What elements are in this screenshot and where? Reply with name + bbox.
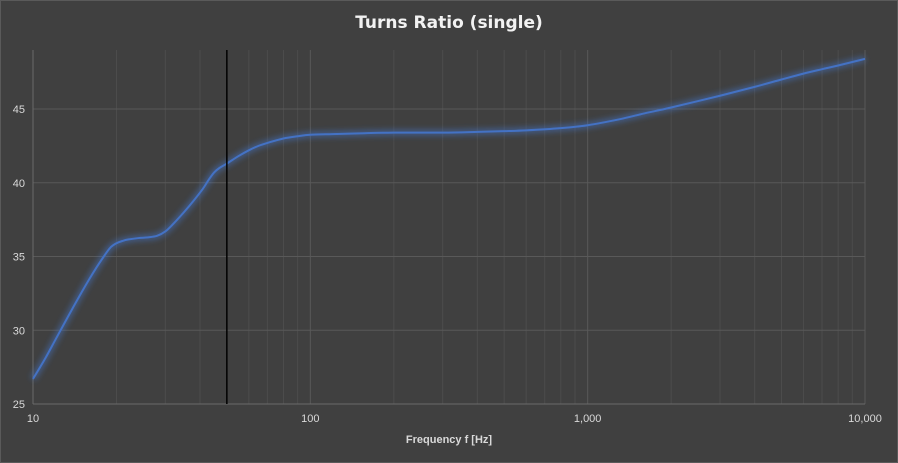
y-tick-labels: 25 30 35 40 45 bbox=[13, 104, 25, 411]
y-tick-label: 30 bbox=[13, 325, 25, 337]
series-layer bbox=[30, 55, 866, 381]
x-tick-labels: 10 100 1,000 10,000 bbox=[27, 413, 882, 425]
x-tick-label: 100 bbox=[301, 413, 319, 425]
x-tick-label: 1,000 bbox=[574, 413, 602, 425]
series-line bbox=[32, 57, 866, 380]
chart-title: Turns Ratio (single) bbox=[355, 13, 543, 33]
axes bbox=[32, 50, 865, 405]
y-tick-label: 45 bbox=[13, 104, 25, 116]
y-tick-label: 40 bbox=[13, 178, 25, 190]
y-tick-label: 35 bbox=[13, 252, 25, 264]
x-tick-label: 10,000 bbox=[848, 413, 882, 425]
x-axis-title: Frequency f [Hz] bbox=[406, 434, 493, 446]
major-grid bbox=[33, 50, 866, 404]
x-tick-label: 10 bbox=[27, 413, 39, 425]
y-tick-label: 25 bbox=[13, 399, 25, 411]
